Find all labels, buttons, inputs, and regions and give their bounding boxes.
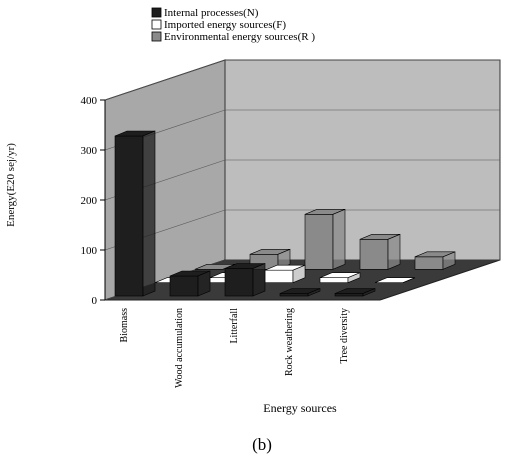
bar-side (442, 251, 456, 270)
bar (114, 135, 144, 297)
bar (414, 256, 444, 270)
x-tick-label: Tree diversity (339, 308, 350, 363)
bar-side (197, 270, 211, 297)
legend-swatch (151, 7, 162, 18)
bar (319, 277, 349, 283)
bar-side (292, 264, 306, 284)
bar-side (332, 208, 346, 270)
bar-side (142, 130, 156, 297)
y-tick-label: 0 (92, 295, 98, 307)
x-tick-label: Rock weathering (284, 308, 295, 376)
y-tick-label: 100 (81, 245, 98, 257)
bar (224, 268, 254, 297)
bar-side (307, 288, 321, 297)
y-tick-label: 200 (81, 195, 98, 207)
bar (169, 275, 199, 297)
caption: (b) (252, 435, 272, 454)
x-axis-label: Energy sources (263, 401, 337, 415)
bar (279, 293, 309, 297)
bar-side (252, 263, 266, 297)
bar (264, 269, 294, 283)
legend-label: Environmental energy sources(R ) (164, 31, 315, 43)
y-tick-label: 300 (81, 145, 98, 157)
legend-label: Internal processes(N) (164, 7, 259, 19)
bar (334, 293, 364, 297)
x-tick-label: Biomass (119, 308, 130, 343)
x-tick-label: Wood accumulation (174, 308, 185, 388)
legend-swatch (151, 31, 162, 42)
x-tick-label: Litterfall (229, 308, 240, 344)
bar-side (347, 272, 361, 284)
y-axis-label: Energy(E20 sej/yr) (5, 143, 17, 227)
grid-line (104, 59, 500, 101)
y-tick-label: 400 (81, 95, 98, 107)
legend-swatch (151, 19, 162, 30)
bar (304, 214, 334, 270)
bar (359, 239, 389, 270)
bar-side (402, 277, 416, 283)
bar-side (362, 288, 376, 297)
legend-label: Imported energy sources(F) (164, 19, 286, 31)
bar-side (387, 233, 401, 270)
